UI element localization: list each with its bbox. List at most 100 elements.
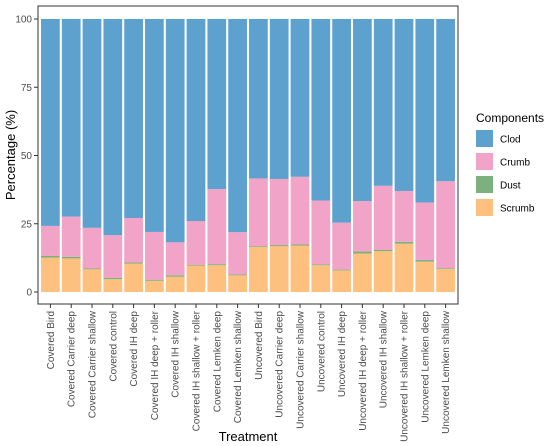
y-tick-label: 25 <box>21 219 33 230</box>
bar-segment-scrumb-9 <box>207 265 227 292</box>
bar-segment-crumb-17 <box>373 185 393 250</box>
bar-segment-scrumb-18 <box>394 243 414 292</box>
bar-segment-scrumb-20 <box>436 269 455 292</box>
x-tick-label: Uncovered IH shallow <box>379 310 390 408</box>
legend-swatch-crumb <box>476 153 493 170</box>
legend-label-clod: Clod <box>500 135 521 146</box>
bar-segment-scrumb-13 <box>290 245 310 292</box>
bar-segment-dust-19 <box>415 260 435 262</box>
x-tick-label: Covered control <box>108 311 119 382</box>
bar-segment-crumb-19 <box>415 202 435 261</box>
bar-segment-scrumb-3 <box>82 269 102 292</box>
bar-segment-dust-17 <box>373 249 393 252</box>
x-tick-label: Covered IH shallow <box>171 310 182 397</box>
bar-segment-crumb-8 <box>186 221 206 265</box>
x-tick-label: Covered Carrier deep <box>67 311 78 408</box>
x-tick-label: Covered Lemken shallow <box>233 310 244 423</box>
bar-segment-clod-7 <box>165 19 185 243</box>
bar-segment-dust-9 <box>207 264 227 266</box>
y-axis-title: Percentage (%) <box>3 110 18 200</box>
x-tick-label: Uncovered IH deep + roller <box>358 310 369 430</box>
bar-segment-crumb-16 <box>353 201 372 252</box>
legend-label-crumb: Crumb <box>500 158 530 169</box>
legend-title: Components <box>476 111 544 125</box>
bar-segment-crumb-14 <box>311 200 331 265</box>
bar-segment-clod-4 <box>103 19 123 236</box>
bar-segment-clod-5 <box>124 19 143 219</box>
bar-segment-clod-2 <box>61 19 81 217</box>
bar-segment-scrumb-7 <box>165 276 185 292</box>
bar-segment-crumb-5 <box>124 218 143 263</box>
bar-segment-scrumb-19 <box>415 261 435 292</box>
bar-segment-clod-19 <box>415 19 435 203</box>
y-tick-label: 100 <box>15 15 32 26</box>
x-tick-label: Uncovered control <box>316 311 327 392</box>
bar-segment-crumb-7 <box>165 242 185 276</box>
bar-segment-clod-16 <box>353 19 372 202</box>
bar-segment-clod-20 <box>436 19 455 182</box>
bar-segment-crumb-3 <box>82 227 102 269</box>
legend-swatch-scrumb <box>476 199 493 216</box>
x-tick-label: Covered IH deep + roller <box>150 310 161 420</box>
bar-segment-crumb-1 <box>41 225 60 256</box>
legend-swatch-clod <box>476 130 493 147</box>
x-tick-label: Covered IH deep <box>129 311 140 387</box>
bar-segment-clod-3 <box>82 19 102 228</box>
bar-segment-dust-14 <box>311 264 331 266</box>
bar-segment-dust-12 <box>269 245 289 247</box>
x-axis: Covered Bird Covered Carrier deep Covered … <box>46 304 452 442</box>
bar-segment-clod-8 <box>186 19 206 222</box>
x-axis-title: Treatment <box>219 429 278 444</box>
bar-segment-crumb-9 <box>207 189 227 265</box>
bar-segment-scrumb-14 <box>311 265 331 292</box>
bar-segment-scrumb-12 <box>269 246 289 292</box>
bar-segment-crumb-2 <box>61 216 81 257</box>
x-tick-label: Uncovered Bird <box>254 311 265 380</box>
y-tick-label: 75 <box>21 83 33 94</box>
bar-segment-clod-15 <box>332 19 351 223</box>
x-tick-label: Covered Lemken deep <box>212 311 223 413</box>
bar-segment-dust-5 <box>124 262 143 264</box>
bar-segment-clod-14 <box>311 19 331 201</box>
bar-segment-dust-13 <box>290 244 310 246</box>
bar-segment-scrumb-16 <box>353 253 372 292</box>
bar-segment-dust-4 <box>103 277 123 280</box>
x-tick-label: Uncovered Carrier shallow <box>296 310 307 429</box>
bar-segment-dust-18 <box>394 241 414 244</box>
bar-segment-scrumb-8 <box>186 265 206 292</box>
bar-segment-crumb-4 <box>103 235 123 278</box>
y-tick-label: 50 <box>21 151 33 162</box>
x-tick-label: Uncovered Lemken deep <box>420 311 431 423</box>
bar-segment-clod-11 <box>249 19 268 179</box>
bar-segment-dust-11 <box>249 246 268 247</box>
bar-segment-scrumb-2 <box>61 258 81 292</box>
x-tick-label: Uncovered IH shallow + roller <box>400 310 411 442</box>
bar-segment-dust-7 <box>165 275 185 277</box>
x-tick-label: Uncovered IH deep <box>337 311 348 398</box>
bars-layer <box>41 19 455 292</box>
bar-segment-crumb-15 <box>332 222 351 270</box>
bar-segment-clod-12 <box>269 19 289 179</box>
x-tick-label: Covered Carrier shallow <box>88 310 99 418</box>
bar-segment-dust-10 <box>228 274 247 276</box>
bar-segment-clod-1 <box>41 19 60 226</box>
bar-segment-crumb-20 <box>436 181 455 269</box>
bar-segment-dust-2 <box>61 256 81 259</box>
bar-segment-clod-9 <box>207 19 227 190</box>
bar-segment-dust-1 <box>41 255 60 258</box>
bar-segment-dust-3 <box>82 268 102 270</box>
bar-segment-dust-8 <box>186 264 206 266</box>
bar-segment-scrumb-5 <box>124 263 143 292</box>
bar-segment-scrumb-17 <box>373 251 393 292</box>
bar-segment-crumb-10 <box>228 232 247 275</box>
y-tick-label: 0 <box>26 288 32 299</box>
bar-segment-scrumb-4 <box>103 279 123 292</box>
bar-segment-clod-18 <box>394 19 414 191</box>
x-tick-label: Covered Bird <box>46 311 57 369</box>
bar-segment-scrumb-10 <box>228 275 247 292</box>
bar-segment-dust-15 <box>332 269 351 271</box>
bar-segment-crumb-11 <box>249 178 268 247</box>
x-tick-label: Uncovered Lemken shallow <box>441 310 452 434</box>
legend-label-dust: Dust <box>500 181 521 192</box>
